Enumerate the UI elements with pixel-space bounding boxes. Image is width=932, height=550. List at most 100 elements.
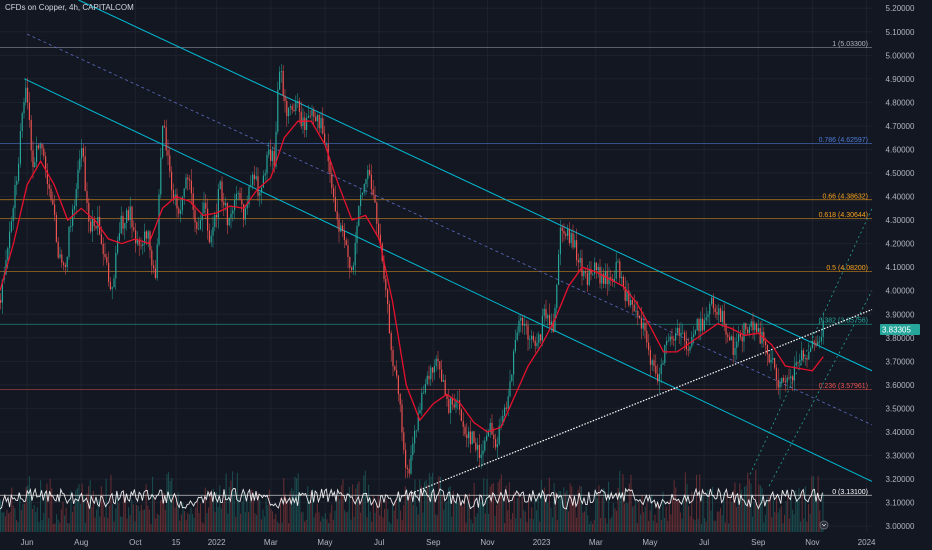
volume-bar [675, 487, 677, 532]
candle-body [705, 317, 707, 321]
volume-bar [396, 519, 398, 532]
x-tick-label: May [642, 538, 657, 547]
volume-bar [6, 509, 8, 532]
candle-body [811, 341, 813, 348]
volume-bar [272, 511, 274, 532]
candle-body [73, 206, 75, 210]
volume-bar [792, 509, 794, 532]
candle-body [163, 125, 165, 128]
volume-bar [686, 483, 688, 532]
candle-body [352, 265, 354, 270]
candle-body [0, 300, 2, 303]
candle-body [271, 150, 273, 161]
grid [0, 0, 872, 532]
candle-body [768, 354, 770, 363]
y-tick-label: 4.40000 [886, 193, 915, 202]
x-tick-label: Sep [751, 538, 766, 547]
candle-body [178, 208, 180, 214]
volume-bar [454, 501, 456, 532]
candle-body [482, 450, 484, 455]
scroll-to-latest-button[interactable] [819, 520, 829, 530]
volume-bar [392, 504, 394, 532]
candle-body [406, 467, 408, 469]
volume-bar [577, 489, 579, 532]
volume-bar [670, 514, 672, 532]
volume-bar [816, 498, 818, 532]
series-lines [0, 120, 824, 433]
volume-bar [723, 492, 725, 532]
candle-body [172, 190, 174, 199]
volume-bar [777, 512, 779, 532]
candle-body [563, 230, 565, 234]
candle-body [261, 187, 263, 193]
fib-level-label: 0.236 (3.57961) [819, 383, 868, 390]
candle-body [487, 430, 489, 436]
volume-bar [793, 514, 795, 532]
volume-bar [44, 490, 46, 532]
volume-bar [68, 523, 70, 532]
candle-body [763, 331, 765, 342]
x-tick-label: Jul [374, 538, 384, 547]
candle-body [748, 326, 750, 334]
volume-bar [336, 495, 338, 532]
price-axis[interactable]: 5.20000 5.10000 5.00000 4.90000 4.80000 4.700… [886, 4, 915, 531]
candle-body [93, 218, 95, 227]
volume-bar [560, 491, 562, 532]
candle-body [547, 315, 549, 319]
volume-bar [19, 492, 21, 532]
candle-body [235, 193, 237, 200]
candle-body [349, 257, 351, 268]
candle-body [561, 227, 563, 231]
candle-body [66, 256, 68, 267]
volume-bar [643, 512, 645, 532]
candle-body [432, 367, 434, 373]
candle-body [126, 210, 128, 224]
time-axis[interactable]: Jun Aug Oct 15 2022 Mar May Jul Sep Nov 2023 Mar May… [21, 538, 876, 547]
volume-bar [196, 501, 198, 532]
fib-level-label: 1 (5.03300) [832, 41, 868, 48]
volume-bar [99, 516, 101, 532]
volume-bar [120, 516, 122, 532]
candle-body [703, 320, 705, 331]
candle-body [450, 397, 452, 413]
y-tick-label: 4.90000 [886, 75, 915, 84]
candle-body [648, 342, 650, 351]
candle-body [374, 194, 376, 203]
volume-bar [713, 520, 715, 532]
candle-body [640, 317, 642, 329]
candle-body [567, 228, 569, 236]
volume-bar [78, 484, 80, 532]
volume-bar [625, 502, 627, 532]
volume-bar [516, 498, 518, 532]
candle-body [84, 156, 86, 192]
volume-bar [452, 490, 454, 532]
candle-body [660, 364, 662, 375]
volume-bar [513, 491, 515, 532]
volume-bar [296, 478, 298, 532]
candle-body [441, 369, 443, 382]
volume-bar [563, 487, 565, 532]
volume-bar [155, 518, 157, 532]
volume-bar [814, 491, 816, 532]
candle-body [801, 350, 803, 360]
volume-bar [51, 488, 53, 532]
candle-body [680, 333, 682, 336]
volume-bar [681, 518, 683, 532]
candle-body [783, 377, 785, 382]
volume-bar [611, 516, 613, 532]
candle-body [601, 273, 603, 284]
candle-body [788, 377, 790, 379]
volume-bar [451, 516, 453, 532]
fibonacci-levels[interactable]: 1 (5.03300) 0.786 (4.62597) 0.66 (4.38632)… [0, 41, 872, 496]
volume-bar [326, 519, 328, 532]
candle-body [786, 377, 788, 383]
candle-body [300, 111, 302, 127]
candle-body [284, 95, 286, 102]
candle-body [379, 234, 381, 244]
candle-body [754, 323, 756, 331]
candle-body [318, 114, 320, 129]
volume-bar [518, 492, 520, 532]
volume-bar [214, 511, 216, 532]
volume-bar [612, 503, 614, 532]
